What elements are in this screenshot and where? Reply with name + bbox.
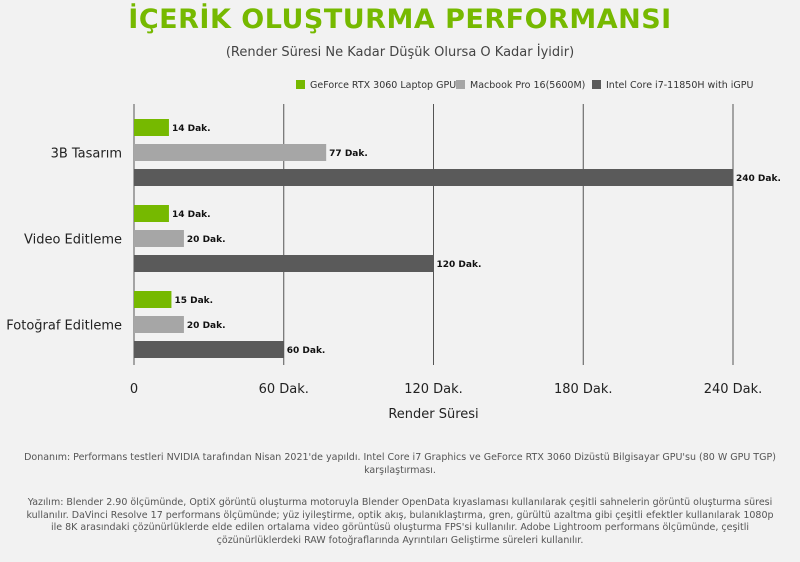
data-label: 14 Dak. — [172, 210, 211, 220]
footnote-hardware: Donanım: Performans testleri NVIDIA tara… — [24, 452, 776, 476]
bar — [134, 144, 327, 161]
x-tick-label: 240 Dak. — [704, 382, 763, 397]
bar — [134, 169, 733, 186]
chart-subtitle: (Render Süresi Ne Kadar Düşük Olursa O K… — [225, 45, 575, 60]
category-label: Video Editleme — [24, 233, 122, 248]
x-tick-label: 120 Dak. — [404, 382, 463, 397]
chart-title: İÇERİK OLUŞTURMA PERFORMANSI — [128, 4, 672, 35]
legend-item-intel: Intel Core i7-11850H with iGPU — [592, 80, 753, 91]
bar — [134, 230, 184, 247]
x-tick-label: 180 Dak. — [554, 382, 613, 397]
bar — [134, 341, 284, 358]
bar — [134, 119, 169, 136]
legend-swatch-intel — [592, 80, 601, 89]
bar — [134, 205, 169, 222]
category-label: Fotoğraf Editleme — [6, 319, 122, 334]
data-label: 14 Dak. — [172, 124, 211, 134]
data-label: 20 Dak. — [187, 235, 226, 245]
bar — [134, 316, 184, 333]
x-tick-label: 60 Dak. — [259, 382, 309, 397]
bar — [134, 291, 172, 308]
data-label: 240 Dak. — [736, 174, 781, 184]
data-label: 20 Dak. — [187, 321, 226, 331]
chart-legend: GeForce RTX 3060 Laptop GPU Macbook Pro … — [296, 80, 766, 94]
legend-swatch-macbook — [456, 80, 465, 89]
legend-item-macbook: Macbook Pro 16(5600M) — [456, 80, 585, 91]
legend-label-rtx: GeForce RTX 3060 Laptop GPU — [310, 80, 457, 91]
legend-label-intel: Intel Core i7-11850H with iGPU — [606, 80, 754, 91]
footnote-software: Yazılım: Blender 2.90 ölçümünde, OptiX g… — [26, 497, 774, 546]
x-axis-label: Render Süresi — [388, 407, 478, 422]
data-label: 120 Dak. — [437, 260, 482, 270]
bar-chart: 14 Dak. 77 Dak. 240 Dak. 14 Dak. 20 Dak. 120 … — [6, 104, 781, 422]
legend-swatch-rtx — [296, 80, 305, 89]
data-label: 60 Dak. — [287, 346, 326, 356]
data-label: 77 Dak. — [329, 149, 368, 159]
category-label: 3B Tasarım — [51, 147, 122, 162]
legend-label-macbook: Macbook Pro 16(5600M) — [470, 80, 586, 91]
data-label: 15 Dak. — [174, 296, 213, 306]
legend-item-rtx: GeForce RTX 3060 Laptop GPU — [296, 80, 456, 91]
x-tick-label: 0 — [130, 382, 138, 397]
bar — [134, 255, 434, 272]
